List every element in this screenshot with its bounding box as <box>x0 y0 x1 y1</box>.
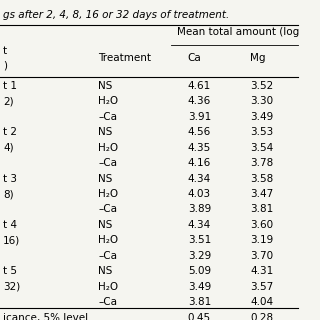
Text: 3.52: 3.52 <box>251 81 274 91</box>
Text: Treatment: Treatment <box>99 53 151 63</box>
Text: 4.34: 4.34 <box>188 220 211 230</box>
Text: t 3: t 3 <box>3 173 17 184</box>
Text: 4.31: 4.31 <box>251 266 274 276</box>
Text: 4.36: 4.36 <box>188 96 211 106</box>
Text: –Ca: –Ca <box>99 112 117 122</box>
Text: 3.57: 3.57 <box>251 282 274 292</box>
Text: 3.91: 3.91 <box>188 112 211 122</box>
Text: 3.89: 3.89 <box>188 204 211 214</box>
Text: t 2: t 2 <box>3 127 17 137</box>
Text: 3.53: 3.53 <box>251 127 274 137</box>
Text: Mean total amount (log: Mean total amount (log <box>177 27 300 37</box>
Text: 3.47: 3.47 <box>251 189 274 199</box>
Text: H₂O: H₂O <box>99 282 118 292</box>
Text: NS: NS <box>99 220 113 230</box>
Text: 3.49: 3.49 <box>188 282 211 292</box>
Text: gs after 2, 4, 8, 16 or 32 days of treatment.: gs after 2, 4, 8, 16 or 32 days of treat… <box>3 10 229 20</box>
Text: 3.78: 3.78 <box>251 158 274 168</box>
Text: t 5: t 5 <box>3 266 17 276</box>
Text: 3.19: 3.19 <box>251 236 274 245</box>
Text: 16): 16) <box>3 236 20 245</box>
Text: t 4: t 4 <box>3 220 17 230</box>
Text: 3.54: 3.54 <box>251 143 274 153</box>
Text: 4.56: 4.56 <box>188 127 211 137</box>
Text: NS: NS <box>99 173 113 184</box>
Text: –Ca: –Ca <box>99 251 117 261</box>
Text: 4.04: 4.04 <box>251 297 274 307</box>
Text: ): ) <box>3 61 7 71</box>
Text: 0.28: 0.28 <box>251 313 274 320</box>
Text: H₂O: H₂O <box>99 189 118 199</box>
Text: icance, 5% level: icance, 5% level <box>3 313 88 320</box>
Text: H₂O: H₂O <box>99 96 118 106</box>
Text: 4.16: 4.16 <box>188 158 211 168</box>
Text: NS: NS <box>99 81 113 91</box>
Text: 4): 4) <box>3 143 14 153</box>
Text: t: t <box>3 46 7 56</box>
Text: 5.09: 5.09 <box>188 266 211 276</box>
Text: –Ca: –Ca <box>99 297 117 307</box>
Text: 3.60: 3.60 <box>251 220 274 230</box>
Text: 0.45: 0.45 <box>188 313 211 320</box>
Text: 3.49: 3.49 <box>251 112 274 122</box>
Text: 3.30: 3.30 <box>251 96 274 106</box>
Text: NS: NS <box>99 127 113 137</box>
Text: 3.70: 3.70 <box>251 251 274 261</box>
Text: 4.35: 4.35 <box>188 143 211 153</box>
Text: Ca: Ca <box>188 53 202 63</box>
Text: 4.61: 4.61 <box>188 81 211 91</box>
Text: 3.29: 3.29 <box>188 251 211 261</box>
Text: 4.34: 4.34 <box>188 173 211 184</box>
Text: 32): 32) <box>3 282 20 292</box>
Text: 2): 2) <box>3 96 14 106</box>
Text: 4.03: 4.03 <box>188 189 211 199</box>
Text: H₂O: H₂O <box>99 236 118 245</box>
Text: NS: NS <box>99 266 113 276</box>
Text: 3.58: 3.58 <box>251 173 274 184</box>
Text: 3.51: 3.51 <box>188 236 211 245</box>
Text: H₂O: H₂O <box>99 143 118 153</box>
Text: t 1: t 1 <box>3 81 17 91</box>
Text: –Ca: –Ca <box>99 204 117 214</box>
Text: Mg: Mg <box>251 53 266 63</box>
Text: 8): 8) <box>3 189 14 199</box>
Text: –Ca: –Ca <box>99 158 117 168</box>
Text: 3.81: 3.81 <box>251 204 274 214</box>
Text: 3.81: 3.81 <box>188 297 211 307</box>
